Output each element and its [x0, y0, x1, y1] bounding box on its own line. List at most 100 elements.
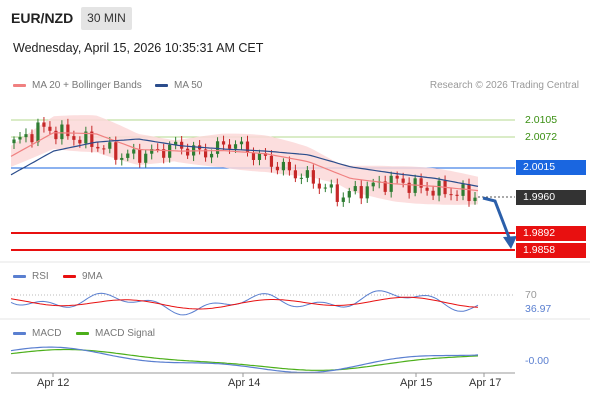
x-tick-label-apr17: Apr 17 — [469, 377, 502, 389]
legend-ma20: MA 20 + Bollinger Bands — [13, 80, 142, 91]
candle-body — [60, 124, 64, 140]
level-r2: 2.0105 — [525, 114, 558, 126]
ma20-line — [10, 132, 479, 192]
candle-body — [257, 153, 262, 160]
candle-body — [84, 131, 88, 144]
legend-ma20-label: MA 20 + Bollinger Bands — [32, 80, 142, 91]
candle-body — [66, 124, 70, 137]
candle-body — [102, 148, 106, 150]
candle-body — [114, 142, 118, 160]
candle-body — [108, 142, 112, 149]
candle-body — [305, 170, 309, 178]
candle-body — [186, 148, 190, 156]
candle-body — [90, 131, 94, 147]
macd-value: -0.00 — [525, 355, 549, 367]
candle-body — [48, 126, 52, 131]
candle-body — [275, 166, 280, 171]
candle-body — [311, 170, 315, 184]
candle-body — [203, 149, 208, 158]
legend-macd: MACD — [13, 328, 61, 339]
candle-body — [425, 187, 429, 191]
candle-body — [96, 146, 100, 149]
candle-body — [341, 197, 345, 202]
candle-body — [30, 134, 34, 143]
ma50-line — [10, 138, 479, 187]
candle-body — [335, 184, 339, 202]
candle-body — [54, 130, 58, 140]
candle-body — [407, 182, 411, 193]
timeframe-badge[interactable]: 30 MIN — [81, 7, 132, 30]
legend-rsi: RSI — [13, 271, 49, 282]
forecast-arrow-head-icon — [503, 236, 517, 249]
legend-ma50-label: MA 50 — [174, 80, 203, 91]
candle-body — [449, 194, 453, 196]
candle-body — [24, 134, 28, 138]
candle-body — [42, 122, 46, 127]
candle-body — [299, 177, 303, 179]
candle-body — [215, 141, 220, 154]
candle-body — [138, 149, 142, 163]
candle-body — [371, 182, 375, 187]
candle-body — [132, 149, 136, 154]
candle-body — [467, 184, 471, 202]
candle-body — [209, 153, 214, 158]
candle-body — [359, 186, 363, 199]
candle-body — [329, 184, 333, 188]
candle-body — [221, 141, 226, 145]
last-price-tag: 1.9960 — [516, 190, 586, 205]
candle-body — [18, 137, 22, 140]
candle-body — [227, 144, 232, 149]
legend-rsi-ma: 9MA — [63, 271, 103, 282]
macd-line — [10, 346, 479, 374]
macd-signal-swatch-icon — [76, 332, 89, 335]
credit-text: Research © 2026 Trading Central — [429, 80, 579, 91]
candle-body — [347, 191, 351, 198]
candle-body — [395, 175, 399, 179]
candle-body — [245, 141, 250, 153]
candle-body — [419, 178, 423, 188]
candle-body — [323, 187, 327, 189]
legend-macd-label: MACD — [32, 328, 62, 339]
support-tag-2: 1.9858 — [516, 243, 586, 258]
rsi-ma-line — [10, 296, 479, 310]
candle-body — [120, 157, 124, 160]
macd-swatch-icon — [13, 332, 26, 335]
candle-body — [461, 184, 465, 196]
candle-body — [473, 197, 477, 202]
candle-body — [383, 181, 387, 192]
candle-body — [162, 149, 166, 158]
ma20-swatch-icon — [13, 84, 26, 87]
candle-body — [12, 139, 16, 144]
x-tick-label-apr14: Apr 14 — [228, 377, 261, 389]
candle-body — [401, 178, 405, 183]
legend-macd-signal-label: MACD Signal — [95, 328, 156, 339]
level-r1: 2.0072 — [525, 131, 558, 143]
candle-body — [126, 153, 130, 158]
forecast-arrow-line — [482, 196, 512, 241]
x-tick-label-apr15: Apr 15 — [400, 377, 433, 389]
pair-title: EUR/NZD — [11, 10, 74, 26]
candle-body — [263, 153, 268, 156]
candle-body — [281, 161, 286, 171]
timestamp: Wednesday, April 15, 2026 10:35:31 AM CE… — [13, 41, 264, 55]
legend-macd-signal: MACD Signal — [76, 328, 155, 339]
candle-body — [156, 148, 160, 150]
support-tag-1: 1.9892 — [516, 226, 586, 241]
rsi-swatch-icon — [13, 275, 26, 278]
candle-body — [144, 153, 148, 163]
candle-body — [317, 183, 321, 189]
rsi-ma-swatch-icon — [63, 275, 76, 278]
candle-body — [78, 139, 82, 144]
legend-rsi-label: RSI — [32, 271, 49, 282]
legend-ma50: MA 50 — [155, 80, 202, 91]
candle-body — [293, 170, 297, 179]
macd-signal-line — [10, 348, 479, 371]
candle-body — [437, 180, 441, 196]
candle-body — [174, 141, 178, 145]
candle-body — [353, 186, 357, 192]
candle-body — [365, 186, 369, 199]
candle-body — [251, 152, 256, 160]
legend-rsi-ma-label: 9MA — [82, 271, 103, 282]
candle-body — [72, 136, 76, 140]
